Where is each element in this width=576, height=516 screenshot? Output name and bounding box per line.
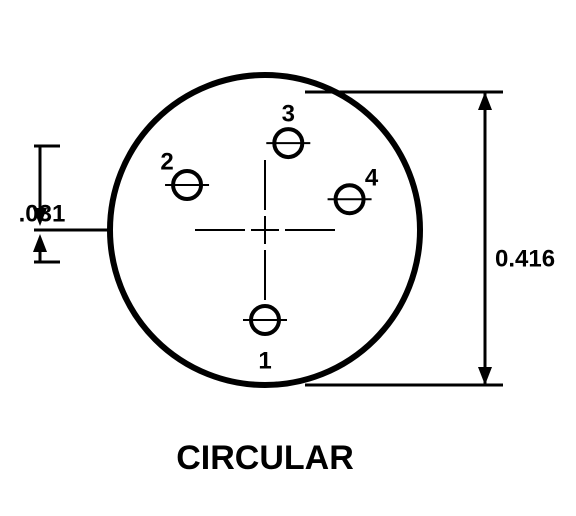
pin-label-1: 1 [258, 347, 271, 374]
dimension-left: .031 [19, 146, 110, 262]
pin-label-4: 4 [365, 165, 379, 192]
dimension-left-value: .031 [19, 200, 66, 227]
dimension-right: 0.416 [305, 92, 555, 385]
dimension-right-value: 0.416 [495, 245, 555, 272]
pin-label-3: 3 [282, 100, 295, 127]
diagram-title: CIRCULAR [176, 439, 354, 477]
circular-connector-diagram: 1 2 3 4 [110, 75, 420, 385]
pin-label-2: 2 [160, 148, 173, 175]
